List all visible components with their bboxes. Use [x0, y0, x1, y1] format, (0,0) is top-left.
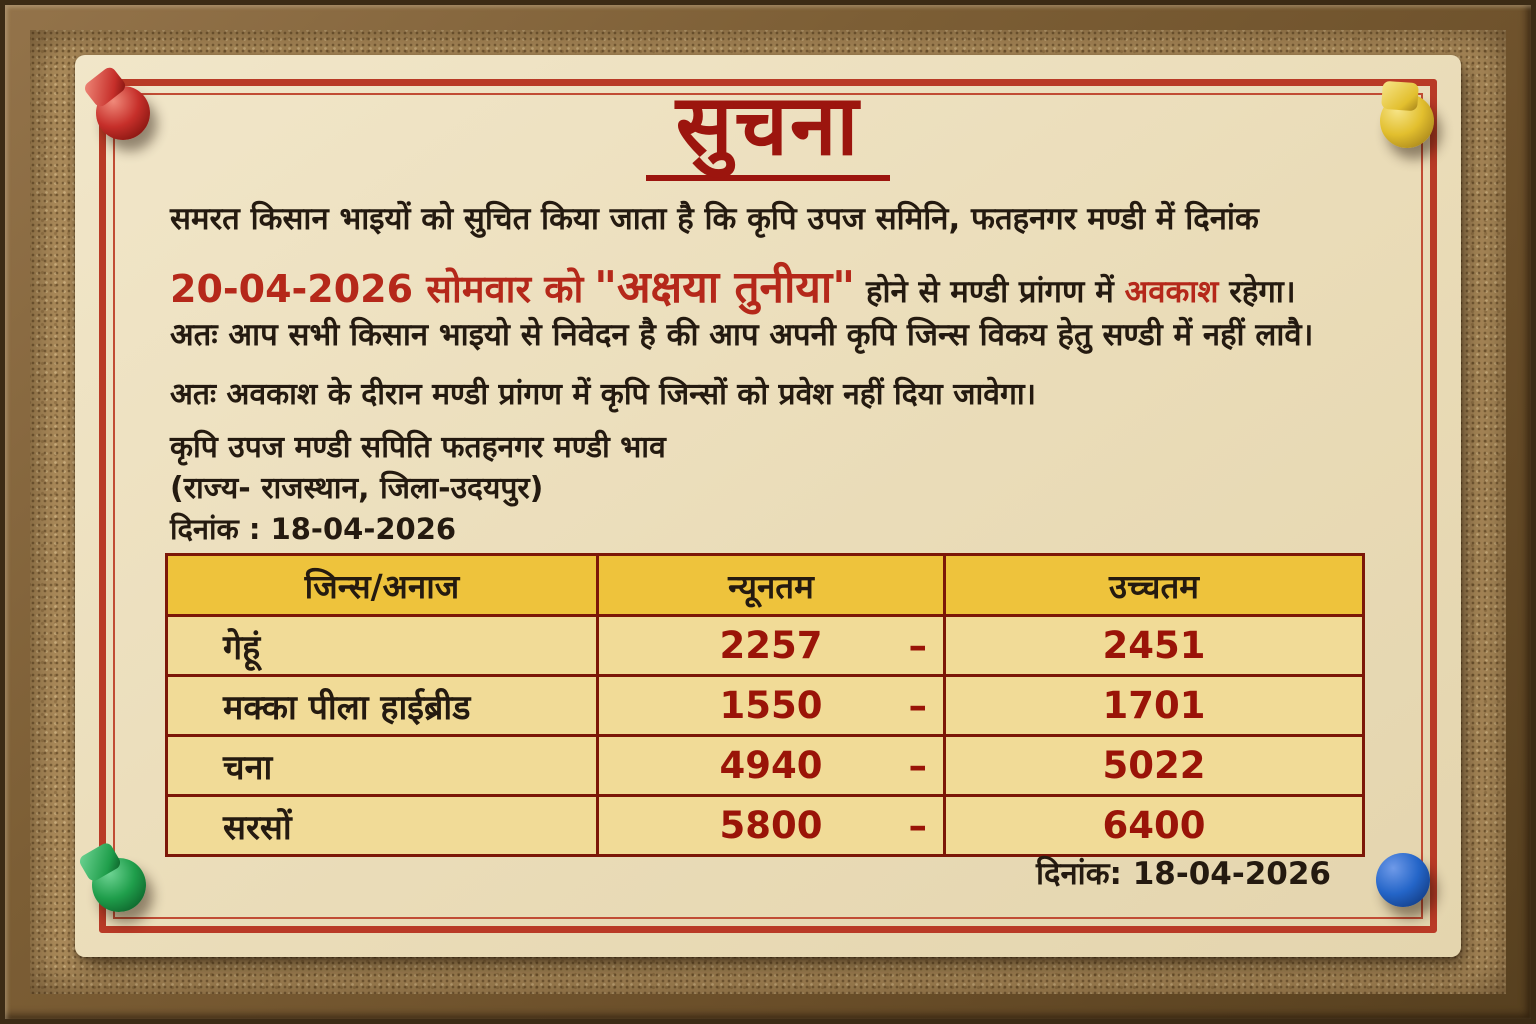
min-price: 5800 – [595, 794, 947, 857]
max-price: 1701 [943, 674, 1365, 737]
price-table: जिन्स/अनाज न्यूनतम उच्चतम गेहूं 2257 – 2… [165, 553, 1365, 857]
region-line: (राज्य- राजस्थान, जिला-उदयपुर) [170, 471, 544, 506]
range-dash: – [908, 684, 928, 727]
header-maximum: उच्चतम [943, 553, 1365, 617]
pushpin-red-icon [82, 64, 156, 146]
range-dash: – [908, 744, 928, 787]
range-dash: – [908, 624, 928, 667]
max-price: 5022 [943, 734, 1365, 797]
table-row: मक्का पीला हाईब्रीड 1550 – 1701 [165, 674, 1365, 737]
holiday-date: 20-04-2026 सोमवार को [170, 267, 584, 311]
table-row: गेहूं 2257 – 2451 [165, 614, 1365, 677]
table-row: सरसों 5800 – 6400 [165, 794, 1365, 857]
intro-line: समरत किसान भाइयों को सुचित किया जाता है … [170, 201, 1259, 237]
min-value: 1550 [719, 684, 823, 727]
pushpin-ball [1376, 853, 1430, 907]
occasion-name: "अक्षया तुनीया" [594, 262, 856, 313]
min-value: 4940 [719, 744, 823, 787]
entry-line: अतः अवकाश के दीरान मण्डी प्रांगण में कृप… [170, 377, 1036, 412]
commodity-name: चना [165, 734, 599, 797]
pushpin-blue-icon [1370, 847, 1436, 913]
pushpin-green-icon [77, 840, 152, 918]
date-bottom: दिनांक: 18-04-2026 [1035, 856, 1331, 892]
min-price: 4940 – [595, 734, 947, 797]
pushpin-yellow-icon [1374, 80, 1440, 154]
red-border-inner [113, 93, 1423, 919]
holiday-end-text: रहेगा। [1229, 274, 1296, 310]
min-price: 2257 – [595, 614, 947, 677]
notice-paper: सुचना समरत किसान भाइयों को सुचित किया जा… [75, 55, 1461, 957]
min-price: 1550 – [595, 674, 947, 737]
committee-line: कृपि उपज मण्डी सपिति फतहनगर मण्डी भाव [170, 430, 666, 465]
notice-title: सुचना [75, 79, 1461, 182]
min-value: 5800 [719, 804, 823, 847]
commodity-name: गेहूं [165, 614, 599, 677]
min-value: 2257 [719, 624, 823, 667]
holiday-word: अवकाश [1124, 274, 1219, 310]
range-dash: – [908, 804, 928, 847]
header-minimum: न्यूनतम [595, 553, 947, 617]
pushpin-cap [1381, 80, 1419, 112]
red-border-outer [99, 79, 1437, 933]
request-line: अतः आप सभी किसान भाइयो से निवेदन है की आ… [170, 317, 1314, 353]
date-top: दिनांक : 18-04-2026 [170, 512, 457, 546]
header-commodity: जिन्स/अनाज [165, 553, 599, 617]
table-header-row: जिन्स/अनाज न्यूनतम उच्चतम [165, 553, 1365, 617]
max-price: 6400 [943, 794, 1365, 857]
max-price: 2451 [943, 614, 1365, 677]
notice-title-text: सुचना [645, 79, 891, 182]
table-row: चना 4940 – 5022 [165, 734, 1365, 797]
commodity-name: सरसों [165, 794, 599, 857]
holiday-mid-text: होने से मण्डी प्रांगण में [865, 274, 1114, 310]
commodity-name: मक्का पीला हाईब्रीड [165, 674, 599, 737]
holiday-line: 20-04-2026 सोमवार को "अक्षया तुनीया" होन… [170, 255, 1296, 315]
